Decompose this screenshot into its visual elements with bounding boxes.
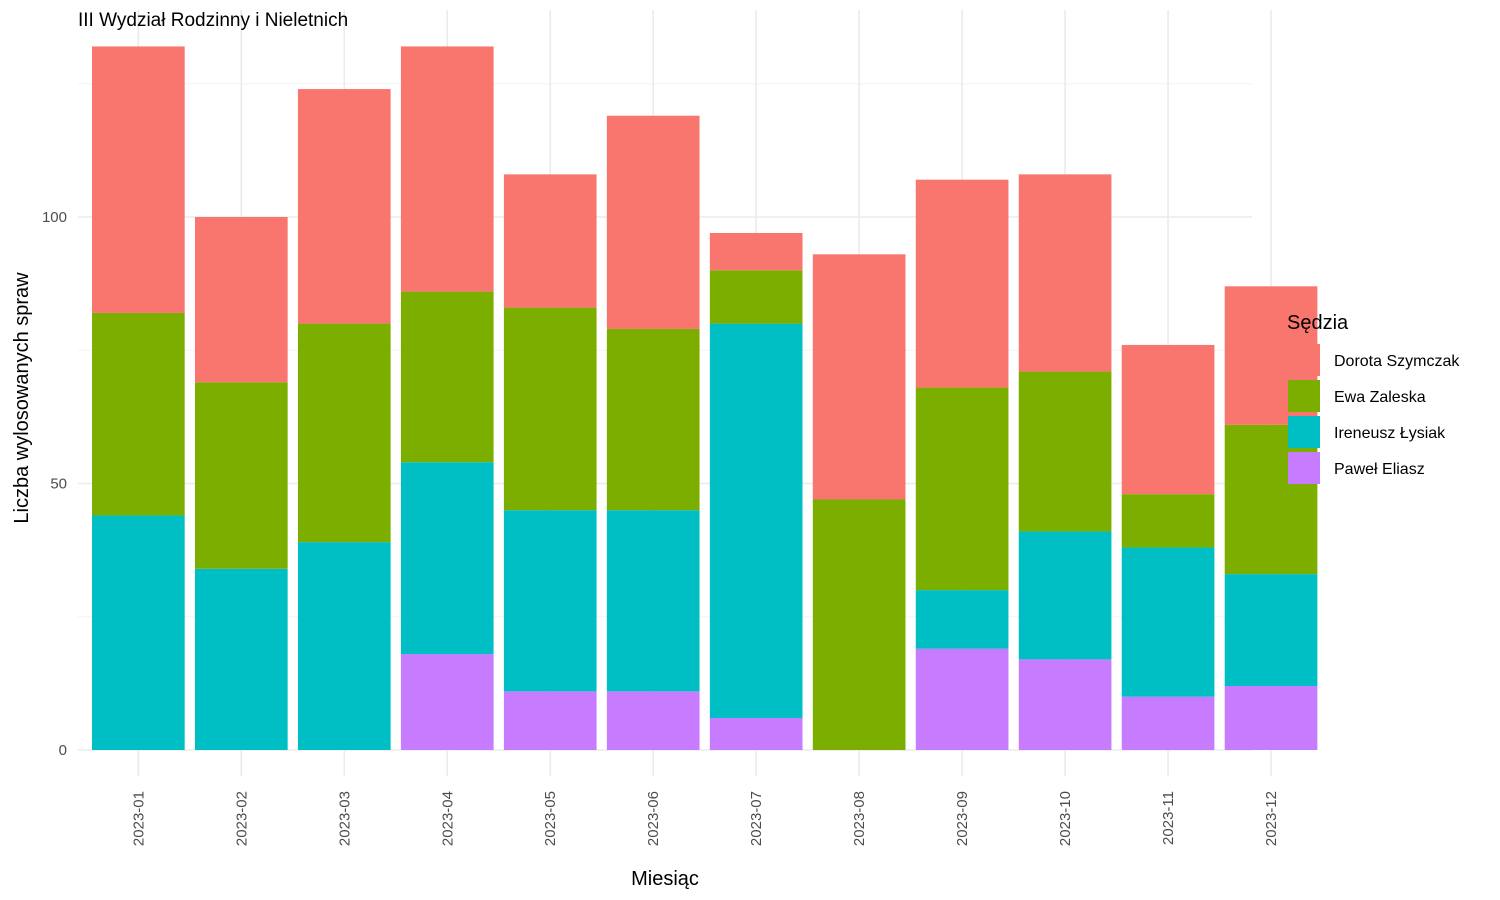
bar-ewa-zaleska-2023-07 — [709, 270, 803, 324]
bar-ewa-zaleska-2023-12 — [1224, 424, 1318, 575]
x-tick-label: 2023-09 — [954, 791, 971, 846]
chart-title: III Wydział Rodzinny i Nieletnich — [78, 10, 348, 31]
bar-ireneusz-lysiak-2023-06 — [606, 510, 700, 692]
bar-ireneusz-lysiak-2023-07 — [709, 323, 803, 719]
bar-ewa-zaleska-2023-10 — [1018, 371, 1112, 532]
bar-dorota-szymczak-2023-11 — [1121, 344, 1215, 495]
legend-swatch — [1288, 344, 1320, 376]
bar-dorota-szymczak-2023-04 — [400, 46, 494, 292]
legend-label: Dorota Szymczak — [1334, 353, 1460, 370]
bar-ewa-zaleska-2023-03 — [297, 323, 391, 543]
y-tick-label: 50 — [50, 476, 67, 493]
bar-ireneusz-lysiak-2023-05 — [503, 510, 597, 692]
bar-pawel-eliasz-2023-04 — [400, 654, 494, 750]
legend-swatch — [1288, 452, 1320, 484]
legend-label: Paweł Eliasz — [1334, 461, 1425, 478]
bar-dorota-szymczak-2023-03 — [297, 89, 391, 324]
x-tick-label: 2023-08 — [851, 791, 868, 846]
bar-ewa-zaleska-2023-02 — [194, 382, 288, 569]
bar-ireneusz-lysiak-2023-03 — [297, 542, 391, 750]
legend-swatch — [1288, 416, 1320, 448]
legend: Sędzia Dorota Szymczak Ewa Zaleska Ireneus… — [1287, 312, 1460, 484]
x-tick-label: 2023-03 — [336, 791, 353, 846]
bar-ewa-zaleska-2023-01 — [92, 312, 185, 516]
bar-ireneusz-lysiak-2023-01 — [92, 515, 185, 750]
bar-ewa-zaleska-2023-11 — [1121, 494, 1215, 548]
bar-ireneusz-lysiak-2023-10 — [1018, 531, 1112, 660]
x-axis-ticks: 2023-01 2023-02 2023-03 2023-04 2023-05 2023-… — [130, 791, 1280, 846]
x-tick-label: 2023-10 — [1057, 791, 1074, 846]
x-axis-title: Miesiąc — [631, 868, 699, 890]
legend-title: Sędzia — [1287, 312, 1349, 334]
bar-dorota-szymczak-2023-07 — [709, 232, 803, 271]
bar-ireneusz-lysiak-2023-04 — [400, 462, 494, 655]
x-tick-label: 2023-07 — [748, 791, 765, 846]
legend-label: Ewa Zaleska — [1334, 389, 1426, 406]
bar-dorota-szymczak-2023-09 — [915, 179, 1009, 388]
x-tick-label: 2023-04 — [439, 791, 456, 846]
bar-ewa-zaleska-2023-04 — [400, 291, 494, 463]
x-tick-label: 2023-11 — [1160, 791, 1177, 845]
y-tick-label: 100 — [42, 209, 67, 226]
bar-ewa-zaleska-2023-09 — [915, 387, 1009, 591]
y-axis-ticks: 0 50 100 — [42, 209, 67, 759]
bar-ireneusz-lysiak-2023-09 — [915, 590, 1009, 649]
bar-dorota-szymczak-2023-05 — [503, 174, 597, 308]
bar-ewa-zaleska-2023-08 — [812, 499, 906, 750]
bar-pawel-eliasz-2023-11 — [1121, 696, 1215, 750]
x-tick-label: 2023-01 — [130, 791, 147, 846]
bar-ireneusz-lysiak-2023-02 — [194, 568, 288, 750]
bar-dorota-szymczak-2023-01 — [92, 46, 185, 313]
x-tick-label: 2023-12 — [1263, 791, 1280, 846]
bar-ireneusz-lysiak-2023-12 — [1224, 574, 1318, 687]
bar-pawel-eliasz-2023-05 — [503, 691, 597, 750]
bar-dorota-szymczak-2023-06 — [606, 115, 700, 329]
bar-ireneusz-lysiak-2023-11 — [1121, 547, 1215, 697]
bar-dorota-szymczak-2023-08 — [812, 254, 906, 500]
legend-label: Ireneusz Łysiak — [1334, 425, 1446, 442]
bar-ewa-zaleska-2023-06 — [606, 328, 700, 511]
y-axis-title: Liczba wylosowanych spraw — [11, 272, 33, 524]
bar-pawel-eliasz-2023-09 — [915, 648, 1009, 750]
bar-ewa-zaleska-2023-05 — [503, 307, 597, 511]
bar-dorota-szymczak-2023-10 — [1018, 174, 1112, 372]
x-tick-label: 2023-02 — [233, 791, 250, 846]
bar-pawel-eliasz-2023-10 — [1018, 659, 1112, 750]
bar-pawel-eliasz-2023-06 — [606, 691, 700, 750]
x-tick-label: 2023-06 — [645, 791, 662, 846]
bars — [92, 46, 1318, 750]
bar-pawel-eliasz-2023-07 — [709, 718, 803, 750]
legend-swatch — [1288, 380, 1320, 412]
bar-dorota-szymczak-2023-02 — [194, 217, 288, 383]
y-tick-label: 0 — [59, 742, 67, 759]
bar-pawel-eliasz-2023-12 — [1224, 686, 1318, 750]
x-tick-label: 2023-05 — [542, 791, 559, 846]
